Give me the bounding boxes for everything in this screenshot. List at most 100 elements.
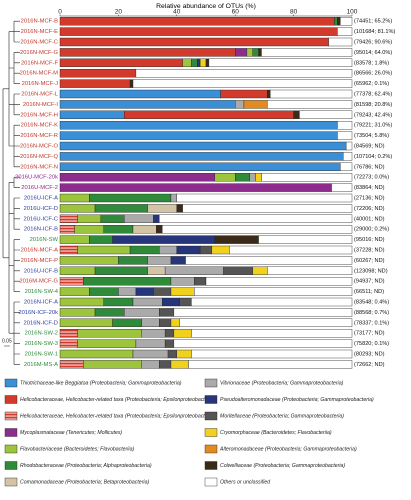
- read-annotation: (27136; ND): [354, 195, 385, 201]
- bar-segment: [223, 266, 253, 275]
- bar-segment: [161, 224, 353, 234]
- bar-segment: [176, 204, 183, 213]
- sample-label: 2016N-MCF-H: [20, 112, 58, 118]
- read-annotation: (84569; ND): [354, 143, 385, 149]
- bar-segment: [170, 193, 178, 203]
- bar-segment: [191, 297, 353, 307]
- scale-bar-label: 0.05: [2, 338, 12, 344]
- legend-swatch: [204, 444, 218, 454]
- bar-segment: [179, 297, 192, 307]
- sample-label: 2016N-ICF-B: [24, 227, 58, 233]
- bar-segment: [199, 245, 213, 255]
- read-annotation: (75820; 0.1%): [354, 341, 389, 347]
- bar-segment: [88, 193, 172, 203]
- bar-segment: [59, 48, 236, 57]
- legend-label: Thiotrichaceae-like Beggiatoa (Proteobac…: [20, 380, 182, 386]
- sample-label: 2016N-MCF-E: [21, 29, 58, 35]
- bar-segment: [59, 329, 78, 338]
- legend-swatch: [204, 428, 218, 437]
- bar-segment: [59, 339, 78, 348]
- bar-segment: [220, 89, 268, 99]
- legend-label: Helicobacteraceae, Helicobacter-related …: [20, 397, 215, 403]
- bar-segment: [258, 235, 353, 244]
- bar-segment: [77, 214, 102, 224]
- bar-segment: [267, 89, 271, 99]
- read-annotation: (107104; 0.2%): [354, 154, 392, 160]
- bar-segment: [124, 110, 294, 120]
- bar-segment: [243, 100, 268, 109]
- bar-segment: [147, 266, 166, 275]
- bar-segment: [59, 287, 90, 296]
- x-tick-label: 60: [232, 9, 240, 16]
- sample-label: 2016N-SW-4: [25, 289, 59, 295]
- read-annotation: (83578; 1.8%): [354, 60, 389, 66]
- bar-segment: [100, 214, 125, 224]
- bar-segment: [94, 308, 125, 317]
- read-annotation: (78337; 0.1%): [354, 320, 389, 326]
- bar-segment: [261, 172, 353, 182]
- axis-title: Relative abundance of OTUs (%): [156, 3, 256, 10]
- bar-segment: [103, 297, 134, 307]
- read-annotation: (79243; 42.4%): [354, 112, 392, 118]
- bar-segment: [199, 58, 207, 67]
- sample-label: 2016U-ICF-C: [24, 216, 58, 222]
- bar-segment: [343, 152, 353, 161]
- bar-segment: [188, 360, 353, 369]
- bar-segment: [170, 318, 180, 327]
- bar-segment: [159, 360, 172, 369]
- x-tick-label: 20: [115, 9, 123, 16]
- plot: 0 20 40 60 80 100 2016N-MCF-B (74451; 65.2%) 201…: [15, 9, 395, 369]
- bar-segment: [132, 297, 163, 307]
- bar-segment: [161, 297, 180, 307]
- bar-segment: [147, 204, 178, 213]
- bar-segment: [141, 318, 160, 327]
- bar-segment: [59, 214, 78, 224]
- read-annotation: (81598; 20.8%): [354, 102, 392, 108]
- read-annotation: (83864; ND): [354, 185, 385, 191]
- bar-segment: [334, 17, 338, 26]
- bar-segment: [59, 120, 338, 130]
- bar-segment: [147, 256, 172, 265]
- sample-label: 2016N-SW-2: [25, 331, 58, 337]
- legend-swatch: [204, 378, 218, 388]
- bar-segment: [337, 131, 353, 140]
- sample-label: 2016N-ICF-A: [24, 300, 58, 306]
- legend-label: Alteromonadaceae (Proteobacteria; Gammap…: [219, 446, 357, 452]
- legend-swatch: [4, 411, 18, 421]
- legend-swatch: [4, 477, 18, 487]
- sample-label: 2016N-MCF-B: [21, 19, 58, 25]
- bar-segment: [167, 349, 177, 359]
- bar-segment: [74, 224, 104, 234]
- read-annotation: (80293; ND): [354, 351, 385, 357]
- legend: Thiotrichaceae-like Beggiatoa (Proteobac…: [4, 378, 374, 487]
- bar-segment: [179, 318, 353, 327]
- read-annotation: (66511; ND): [354, 289, 384, 295]
- bar-segment: [337, 17, 341, 26]
- bar-segment: [345, 141, 353, 151]
- bar-segment: [59, 17, 335, 26]
- bar-segment: [59, 360, 84, 369]
- sample-label: 2016N-MCF-J: [22, 81, 58, 87]
- bar-segment: [59, 277, 84, 286]
- bar-segment: [59, 308, 96, 317]
- sample-label: 2016N-MCF-G: [20, 50, 58, 56]
- legend-swatch: [204, 477, 218, 487]
- bar-segment: [340, 17, 353, 26]
- read-annotation: (65962; 0.1%): [354, 81, 389, 87]
- bar-segment: [194, 277, 207, 286]
- bar-segment: [94, 266, 148, 275]
- bar-segment: [261, 48, 353, 57]
- sample-label: 2016N-SW: [30, 237, 59, 243]
- bar-segment: [129, 245, 160, 255]
- bar-segment: [191, 329, 353, 338]
- bar-segment: [88, 235, 113, 244]
- bar-segment: [246, 48, 253, 57]
- bar-segment: [164, 266, 224, 275]
- bar-segment: [331, 183, 353, 192]
- bar-segment: [59, 27, 338, 36]
- bar-segment: [258, 48, 262, 57]
- bar-segment: [194, 287, 353, 296]
- legend-swatch: [204, 411, 218, 421]
- x-tick-label: 40: [173, 9, 181, 16]
- bar-segment: [59, 37, 329, 47]
